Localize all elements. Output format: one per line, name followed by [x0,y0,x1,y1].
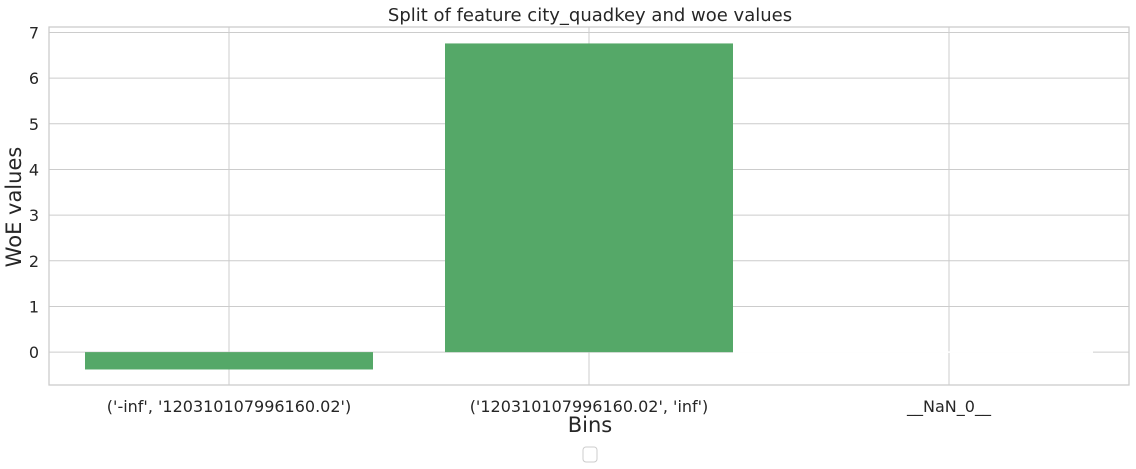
y-tick-label: 7 [29,23,39,42]
y-axis-label: WoE values [2,147,26,268]
y-tick-label: 1 [29,297,39,316]
x-axis-label: Bins [568,413,613,437]
x-tick-label: __NaN_0__ [906,397,992,417]
x-tick-labels: ('-inf', '120310107996160.02') ('12031010… [107,397,992,417]
bars [85,43,1093,370]
x-tick-label: ('-inf', '120310107996160.02') [107,397,351,416]
zero-gap-mask [733,351,805,353]
y-tick-label: 5 [29,115,39,134]
bar [805,351,1093,353]
y-tick-label: 3 [29,206,39,225]
y-tick-label: 0 [29,343,39,362]
y-tick-label: 6 [29,69,39,88]
y-tick-label: 4 [29,160,39,179]
plot-frame [48,26,1130,386]
chart-title: Split of feature city_quadkey and woe va… [388,5,792,26]
empty-legend-box [582,446,598,463]
y-tick-label: 2 [29,252,39,271]
x-tick-label: ('120310107996160.02', 'inf') [470,397,709,416]
bar [85,352,373,370]
bar [445,43,733,353]
y-tick-labels: 0 1 2 3 4 5 6 7 [29,23,39,362]
